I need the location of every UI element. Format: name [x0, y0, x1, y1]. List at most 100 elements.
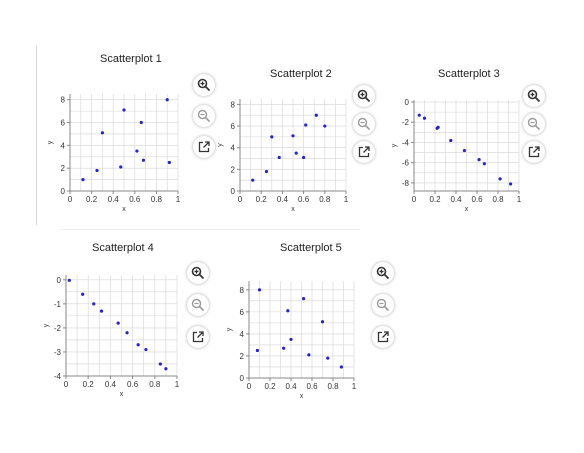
data-point [291, 134, 295, 138]
panel-divider-left [36, 45, 37, 225]
scatterplot-chart: 0 0.2 0.4 0.6 0.8 1 0 2 4 6 8 x y [217, 99, 349, 213]
scatterplot-chart: 0 0.2 0.4 0.6 0.8 1 0 2 4 6 8 x y [47, 94, 181, 213]
data-point [95, 168, 99, 173]
data-point [141, 158, 146, 162]
x-tick-label: 0 [238, 195, 243, 204]
zoom-out-button[interactable] [353, 113, 375, 135]
data-point [257, 288, 262, 292]
data-point [436, 125, 440, 129]
zoom-in-button[interactable] [372, 262, 394, 284]
data-point [307, 353, 311, 357]
data-point [314, 113, 318, 117]
scatterplot-chart: 0 0.2 0.4 0.6 0.8 1 0 2 4 6 8 x y [226, 281, 357, 400]
x-tick-label: 0.4 [108, 195, 120, 204]
chart-title: Scatterplot 4 [92, 242, 154, 254]
data-point [135, 149, 139, 153]
data-point [125, 331, 129, 335]
x-tick-label: 0.6 [298, 195, 310, 204]
zoom-in-icon [197, 78, 211, 92]
data-point [270, 135, 274, 139]
data-point [339, 365, 343, 369]
x-tick-label: 0.8 [149, 380, 161, 389]
panel-divider-bottom [60, 229, 360, 230]
open-external-button[interactable] [187, 326, 209, 348]
x-tick-label: 1 [175, 380, 180, 389]
y-tick-label: -1 [54, 300, 62, 309]
data-point [81, 292, 85, 296]
y-axis-label: y [226, 327, 233, 331]
data-point [509, 182, 513, 186]
open-external-button[interactable] [193, 136, 215, 158]
x-axis-label: x [300, 393, 304, 400]
y-tick-label: 0 [231, 187, 236, 196]
chart-title: Scatterplot 1 [100, 53, 162, 65]
x-tick-label: 0.4 [450, 195, 462, 204]
data-point [302, 297, 306, 301]
x-tick-label: 1 [352, 382, 357, 391]
x-tick-label: 0.4 [277, 195, 289, 204]
x-tick-label: 1 [517, 195, 522, 204]
y-tick-label: 0 [405, 98, 410, 107]
scatterplot-chart: 0 0.2 0.4 0.6 0.8 1 0 -1 -2 -3 -4 x y [43, 275, 180, 398]
x-tick-label: 0.2 [264, 382, 276, 391]
y-axis-label: y [43, 323, 50, 327]
data-point [277, 155, 281, 160]
data-point [304, 123, 308, 127]
zoom-out-icon [197, 109, 211, 123]
y-tick-label: -2 [402, 118, 410, 127]
data-point [320, 320, 325, 324]
open-external-button[interactable] [372, 326, 394, 348]
y-tick-label: -4 [402, 138, 410, 147]
data-point [422, 116, 427, 120]
data-point [323, 124, 327, 128]
x-tick-label: 0.6 [127, 380, 139, 389]
x-tick-label: 0.8 [492, 195, 504, 204]
x-tick-label: 0.2 [429, 195, 441, 204]
scatterplot-chart: 0 0.2 0.4 0.6 0.8 1 0 -2 -4 -6 -8 x y [391, 98, 522, 213]
zoom-in-button[interactable] [187, 262, 209, 284]
open-external-icon [192, 331, 204, 343]
y-tick-label: 6 [240, 308, 245, 317]
data-point [158, 362, 162, 366]
zoom-out-button[interactable] [187, 294, 209, 316]
data-point [289, 337, 293, 342]
zoom-in-button[interactable] [523, 85, 545, 107]
zoom-out-button[interactable] [372, 294, 394, 316]
y-tick-label: 4 [61, 141, 66, 150]
zoom-out-icon [191, 298, 205, 312]
chart-title: Scatterplot 3 [438, 68, 500, 80]
open-external-button[interactable] [353, 141, 375, 163]
data-point [119, 165, 123, 169]
data-point [477, 158, 481, 162]
open-external-icon [528, 146, 540, 158]
x-tick-label: 0 [412, 195, 417, 204]
zoom-out-button[interactable] [523, 113, 545, 135]
zoom-in-button[interactable] [193, 74, 215, 96]
y-tick-label: 0 [240, 374, 245, 383]
scatterplot-panel-5: Scatterplot 5 0 0.2 0.4 0.6 0.8 1 0 2 4 6 8 x y [225, 238, 375, 408]
data-point [136, 343, 140, 347]
x-tick-label: 0.8 [319, 195, 331, 204]
x-tick-label: 0.6 [306, 382, 318, 391]
zoom-in-button[interactable] [353, 85, 375, 107]
x-tick-label: 0.8 [327, 382, 339, 391]
data-point [167, 160, 171, 165]
x-tick-label: 1 [176, 195, 181, 204]
y-tick-label: 4 [240, 330, 245, 339]
x-tick-label: 0.4 [285, 382, 297, 391]
x-tick-label: 0.4 [105, 380, 117, 389]
data-point [282, 346, 286, 350]
y-tick-label: 4 [231, 144, 236, 153]
y-tick-label: -3 [54, 348, 62, 357]
x-axis-label: x [122, 206, 126, 213]
data-point [139, 120, 143, 125]
x-tick-label: 0 [247, 382, 252, 391]
y-tick-label: 0 [57, 276, 62, 285]
chart-title: Scatterplot 5 [280, 242, 342, 254]
zoom-out-icon [527, 117, 541, 131]
zoom-out-button[interactable] [193, 105, 215, 127]
y-axis-label: y [391, 143, 398, 147]
x-axis-label: x [120, 391, 124, 398]
x-tick-label: 0.8 [151, 195, 163, 204]
open-external-button[interactable] [523, 141, 545, 163]
